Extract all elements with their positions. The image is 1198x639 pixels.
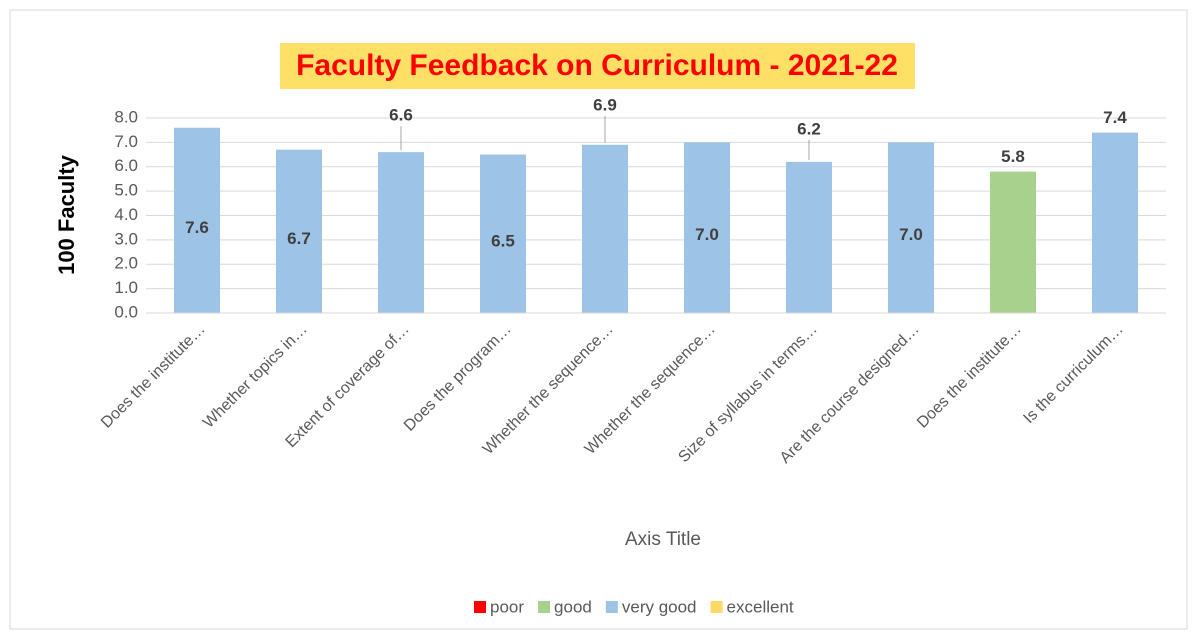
bar <box>276 149 322 313</box>
data-label: 7.6 <box>185 218 209 237</box>
y-tick-label: 5.0 <box>114 181 138 200</box>
data-label: 6.2 <box>797 119 821 138</box>
chart-title: Faculty Feedback on Curriculum - 2021-22 <box>296 49 898 82</box>
legend-swatch <box>538 601 551 613</box>
data-label: 7.0 <box>899 225 923 244</box>
y-tick-label: 1.0 <box>114 278 138 297</box>
bar <box>990 171 1036 313</box>
y-tick-label: 7.0 <box>114 132 138 151</box>
y-tick-label: 3.0 <box>114 229 138 248</box>
title-box <box>280 43 915 89</box>
legend-label: poor <box>490 597 524 616</box>
data-label: 6.5 <box>491 231 515 250</box>
bar <box>684 142 730 313</box>
y-tick-label: 4.0 <box>114 205 138 224</box>
bar <box>582 144 628 313</box>
legend-swatch <box>710 601 723 613</box>
y-tick-label: 2.0 <box>114 254 138 273</box>
bar <box>888 142 934 313</box>
data-label: 6.6 <box>389 106 413 125</box>
data-label: 6.9 <box>593 95 617 114</box>
x-axis-title: Axis Title <box>625 529 701 550</box>
data-label: 7.4 <box>1103 108 1127 127</box>
y-tick-label: 8.0 <box>114 107 138 126</box>
y-tick-label: 6.0 <box>114 156 138 175</box>
y-axis-title: 100 Faculty <box>54 154 79 275</box>
legend-swatch <box>474 601 486 613</box>
legend-swatch <box>605 601 618 613</box>
data-label: 5.8 <box>1001 147 1025 166</box>
bar <box>1092 132 1138 313</box>
bar <box>174 127 220 313</box>
legend-label: excellent <box>727 597 794 616</box>
bar <box>378 152 424 313</box>
data-label: 6.7 <box>287 229 311 248</box>
data-label: 7.0 <box>695 225 719 244</box>
bar <box>786 161 832 313</box>
legend-label: good <box>554 597 592 616</box>
legend-label: very good <box>622 597 697 616</box>
bar <box>480 154 526 313</box>
y-tick-label: 0.0 <box>114 302 138 321</box>
chart-border <box>9 9 1188 630</box>
